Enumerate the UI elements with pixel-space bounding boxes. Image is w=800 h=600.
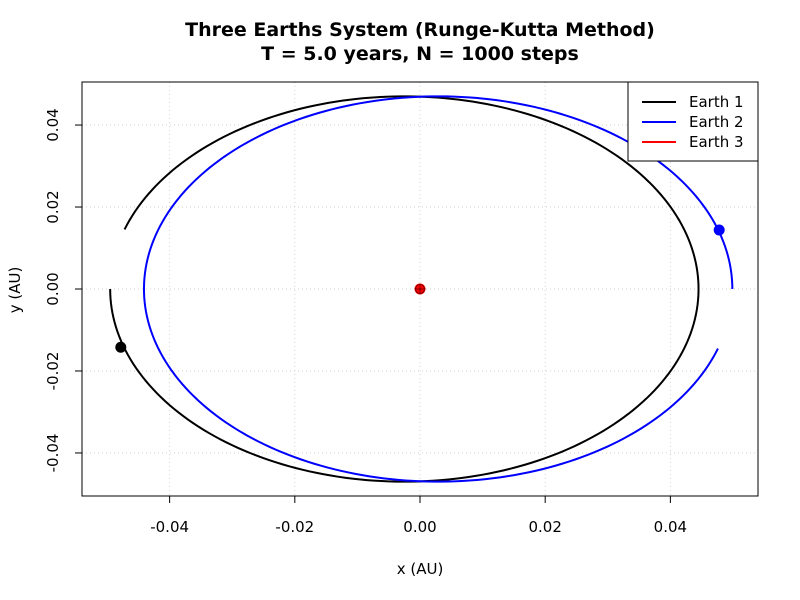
y-tick-label: -0.02: [44, 352, 62, 391]
earth-2-trajectory: [142, 95, 734, 483]
legend-label-earth-2: Earth 2: [689, 113, 744, 131]
grid-layer: [82, 82, 758, 496]
x-axis-label: x (AU): [397, 560, 444, 578]
chart-title: Three Earths System (Runge-Kutta Method): [185, 19, 655, 41]
legend-items: Earth 1 Earth 2 Earth 3: [642, 93, 744, 151]
y-axis-label: y (AU): [6, 267, 24, 314]
legend-label-earth-1: Earth 1: [689, 93, 744, 111]
orbit-layer: [109, 95, 734, 483]
y-tick-label: 0.04: [44, 108, 62, 141]
marker-layer: [115, 224, 725, 353]
x-tick-label: 0.02: [528, 518, 561, 536]
y-tick-label: 0.02: [44, 190, 62, 223]
y-axis: -0.04 -0.02 0.00 0.02 0.04: [44, 108, 83, 473]
x-axis: -0.04 -0.02 0.00 0.02 0.04: [150, 495, 687, 536]
x-tick-label: -0.02: [275, 518, 314, 536]
x-tick-label: 0.00: [403, 518, 436, 536]
earth-3-position-marker: [414, 283, 426, 295]
legend: Earth 1 Earth 2 Earth 3: [627, 81, 759, 162]
earth-1-trajectory: [109, 95, 700, 483]
earth-1-position-marker: [115, 341, 127, 353]
legend-label-earth-3: Earth 3: [689, 133, 744, 151]
chart-subtitle: T = 5.0 years, N = 1000 steps: [261, 43, 579, 65]
y-tick-label: -0.04: [44, 434, 62, 473]
y-tick-label: 0.00: [44, 272, 62, 305]
x-tick-label: 0.04: [654, 518, 687, 536]
earth-2-position-marker: [713, 224, 725, 236]
x-tick-label: -0.04: [150, 518, 189, 536]
